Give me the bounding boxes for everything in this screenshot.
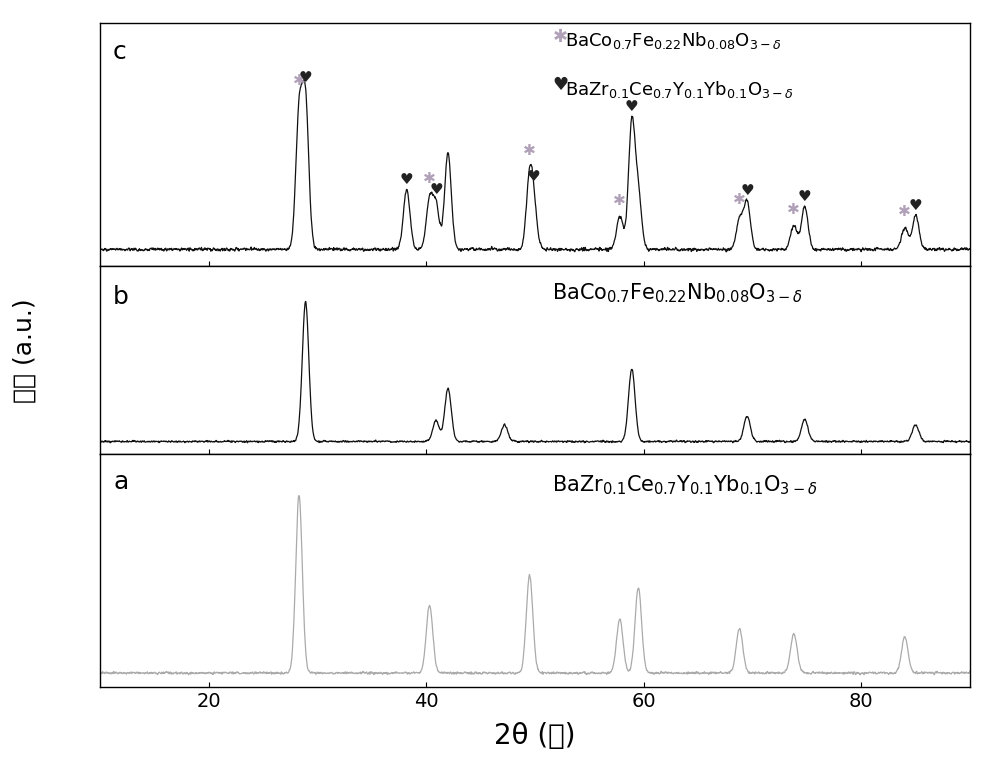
Text: ♥: ♥ bbox=[299, 70, 312, 85]
Text: ♥: ♥ bbox=[798, 189, 812, 204]
Text: BaZr$_{0.1}$Ce$_{0.7}$Y$_{0.1}$Yb$_{0.1}$O$_{3-\delta}$: BaZr$_{0.1}$Ce$_{0.7}$Y$_{0.1}$Yb$_{0.1}… bbox=[565, 79, 794, 100]
Text: ✱: ✱ bbox=[523, 143, 536, 158]
Text: b: b bbox=[113, 285, 129, 309]
Text: ♥: ♥ bbox=[740, 183, 754, 198]
Text: ♥: ♥ bbox=[527, 169, 541, 184]
Text: BaCo$_{0.7}$Fe$_{0.22}$Nb$_{0.08}$O$_{3-\delta}$: BaCo$_{0.7}$Fe$_{0.22}$Nb$_{0.08}$O$_{3-… bbox=[552, 282, 804, 305]
Text: ✱: ✱ bbox=[423, 171, 436, 186]
Text: ♥: ♥ bbox=[909, 198, 922, 213]
Text: BaZr$_{0.1}$Ce$_{0.7}$Y$_{0.1}$Yb$_{0.1}$O$_{3-\delta}$: BaZr$_{0.1}$Ce$_{0.7}$Y$_{0.1}$Yb$_{0.1}… bbox=[552, 473, 818, 497]
Text: BaCo$_{0.7}$Fe$_{0.22}$Nb$_{0.08}$O$_{3-\delta}$: BaCo$_{0.7}$Fe$_{0.22}$Nb$_{0.08}$O$_{3-… bbox=[565, 31, 782, 51]
Text: 强度 (a.u.): 强度 (a.u.) bbox=[13, 298, 37, 404]
Text: c: c bbox=[113, 40, 127, 64]
Text: ✱: ✱ bbox=[613, 194, 626, 208]
Text: ✱: ✱ bbox=[733, 192, 746, 207]
Text: ♥: ♥ bbox=[400, 172, 413, 188]
X-axis label: 2θ (度): 2θ (度) bbox=[494, 722, 576, 750]
Text: ♥: ♥ bbox=[625, 99, 639, 114]
Text: ✱: ✱ bbox=[293, 73, 305, 88]
Text: ♥: ♥ bbox=[552, 76, 569, 95]
Text: ✱: ✱ bbox=[898, 204, 911, 219]
Text: ♥: ♥ bbox=[429, 182, 443, 197]
Text: a: a bbox=[113, 470, 128, 494]
Text: ✱: ✱ bbox=[787, 202, 800, 217]
Text: ✱: ✱ bbox=[552, 27, 568, 46]
